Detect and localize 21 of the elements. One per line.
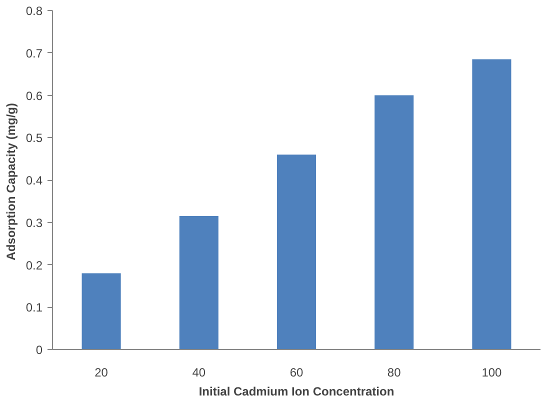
x-tick-label: 100 [482, 366, 502, 380]
bar [179, 216, 218, 350]
y-tick-label: 0.6 [26, 88, 43, 103]
bar [374, 95, 414, 350]
y-axis-title: Adsorption Capacity (mg/g) [4, 102, 18, 260]
y-tick-label: 0.7 [26, 46, 43, 60]
bar [472, 59, 512, 350]
y-tick-label: 0.8 [26, 4, 43, 18]
y-tick-label: 0.2 [26, 258, 43, 272]
x-tick-label: 60 [290, 366, 304, 380]
y-tick-label: 0.1 [26, 300, 43, 315]
bar [82, 273, 121, 350]
y-tick-label: 0.5 [26, 131, 43, 146]
x-tick-label: 20 [94, 366, 108, 380]
x-tick-label: 80 [387, 366, 402, 380]
x-axis-title: Initial Cadmium Ion Concentration [198, 384, 394, 398]
bar [276, 154, 316, 350]
y-tick-label: 0 [36, 343, 43, 357]
y-tick-label: 0.3 [26, 216, 43, 230]
x-tick-label: 40 [192, 366, 206, 380]
y-tick-label: 0.4 [26, 174, 43, 188]
